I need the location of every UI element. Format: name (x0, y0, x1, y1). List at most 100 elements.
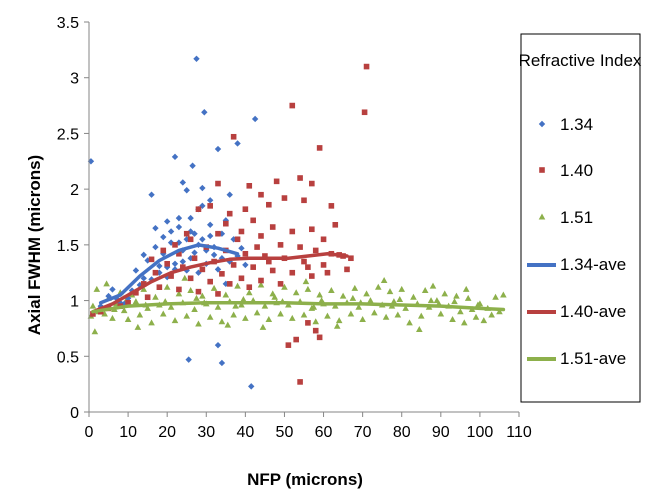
data-point (281, 195, 288, 201)
data-point (277, 242, 284, 248)
x-tick-label: 70 (354, 424, 372, 441)
data-point (374, 283, 382, 290)
data-point (396, 295, 404, 302)
data-point (193, 55, 200, 62)
data-point (136, 311, 144, 318)
data-point (238, 245, 245, 252)
data-point (258, 277, 264, 284)
data-point (285, 342, 292, 348)
data-point (437, 310, 445, 317)
data-point (144, 294, 151, 301)
x-tick-label: 80 (393, 424, 411, 441)
data-point (232, 302, 239, 309)
data-point (215, 180, 221, 187)
data-point (163, 218, 171, 225)
data-point (230, 133, 237, 140)
legend-marker-swatch (539, 167, 545, 173)
data-point (320, 262, 327, 268)
data-point (273, 178, 280, 185)
data-point (453, 292, 460, 299)
data-point (214, 303, 222, 310)
data-point (472, 313, 480, 320)
data-point (492, 293, 499, 300)
data-point (339, 292, 347, 299)
data-point (171, 153, 179, 161)
legend-label: 1.51-ave (560, 349, 626, 368)
data-point (164, 261, 170, 267)
data-point (474, 301, 482, 308)
data-point (159, 310, 167, 317)
data-point (167, 303, 175, 310)
data-point (103, 280, 110, 287)
data-point (128, 287, 136, 294)
data-point (292, 289, 300, 296)
x-tick-label: 30 (197, 424, 215, 441)
data-point (210, 284, 218, 291)
y-tick-label: 3 (70, 71, 79, 88)
data-point (297, 379, 303, 385)
data-point (152, 293, 159, 300)
data-point (301, 258, 307, 265)
data-point (271, 293, 278, 300)
data-point (109, 286, 116, 293)
data-point (195, 206, 202, 212)
legend: Refractive Index 1.34 1.40 1.51 1.34-ave 1.4… (519, 33, 642, 403)
data-point (240, 295, 247, 302)
data-point (175, 239, 183, 246)
data-point (488, 311, 495, 318)
data-point (152, 224, 159, 232)
legend-item: 1.51-ave (527, 349, 626, 368)
data-point (457, 308, 464, 315)
series-1-34 (87, 55, 259, 390)
data-point (305, 320, 311, 326)
legend-marker-swatch (538, 120, 546, 128)
data-point (347, 310, 355, 317)
data-point (148, 256, 155, 263)
data-point (380, 277, 388, 284)
data-point (109, 314, 116, 321)
data-point (253, 309, 261, 316)
data-point (199, 266, 206, 273)
data-point (324, 312, 331, 319)
data-point (355, 303, 363, 310)
data-point (318, 297, 325, 304)
y-tick-label: 1.5 (57, 238, 79, 255)
data-point (309, 226, 315, 233)
data-point (226, 210, 233, 217)
data-point (90, 311, 96, 317)
y-tick-label: 2 (70, 182, 79, 199)
data-point (226, 191, 233, 198)
data-point (245, 289, 253, 296)
data-point (201, 109, 208, 116)
legend-label: 1.34-ave (560, 255, 626, 274)
data-point (140, 281, 147, 287)
x-tick-label: 110 (506, 424, 532, 441)
data-point (328, 203, 335, 209)
data-point (179, 179, 187, 186)
data-point (175, 214, 183, 222)
data-point (371, 309, 378, 316)
data-point (302, 278, 310, 285)
data-point (214, 266, 222, 273)
data-point (193, 294, 200, 301)
y-tick-label: 0.5 (57, 349, 79, 366)
data-point (132, 298, 140, 305)
legend-label: 1.40-ave (560, 302, 626, 321)
data-point (171, 260, 179, 267)
y-tick-label: 0 (70, 405, 79, 422)
legend-label: 1.40 (560, 161, 593, 180)
data-point (363, 63, 370, 70)
data-point (132, 267, 140, 274)
data-point (416, 326, 423, 333)
data-point (238, 275, 245, 282)
data-point (214, 145, 222, 153)
data-point (214, 341, 222, 349)
data-point (320, 236, 327, 243)
data-point (183, 230, 190, 237)
data-point (277, 310, 284, 317)
data-point (242, 206, 249, 212)
data-point (199, 184, 206, 192)
data-point (206, 313, 214, 320)
data-point (191, 305, 198, 312)
